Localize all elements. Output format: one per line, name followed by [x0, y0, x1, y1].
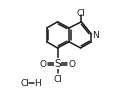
Text: S: S [54, 59, 61, 69]
Text: O: O [39, 59, 46, 68]
Text: O: O [69, 59, 76, 68]
Text: N: N [92, 30, 99, 39]
Text: Cl: Cl [21, 78, 30, 87]
Text: H: H [34, 78, 41, 87]
Text: Cl: Cl [77, 9, 86, 18]
Text: Cl: Cl [53, 75, 62, 84]
